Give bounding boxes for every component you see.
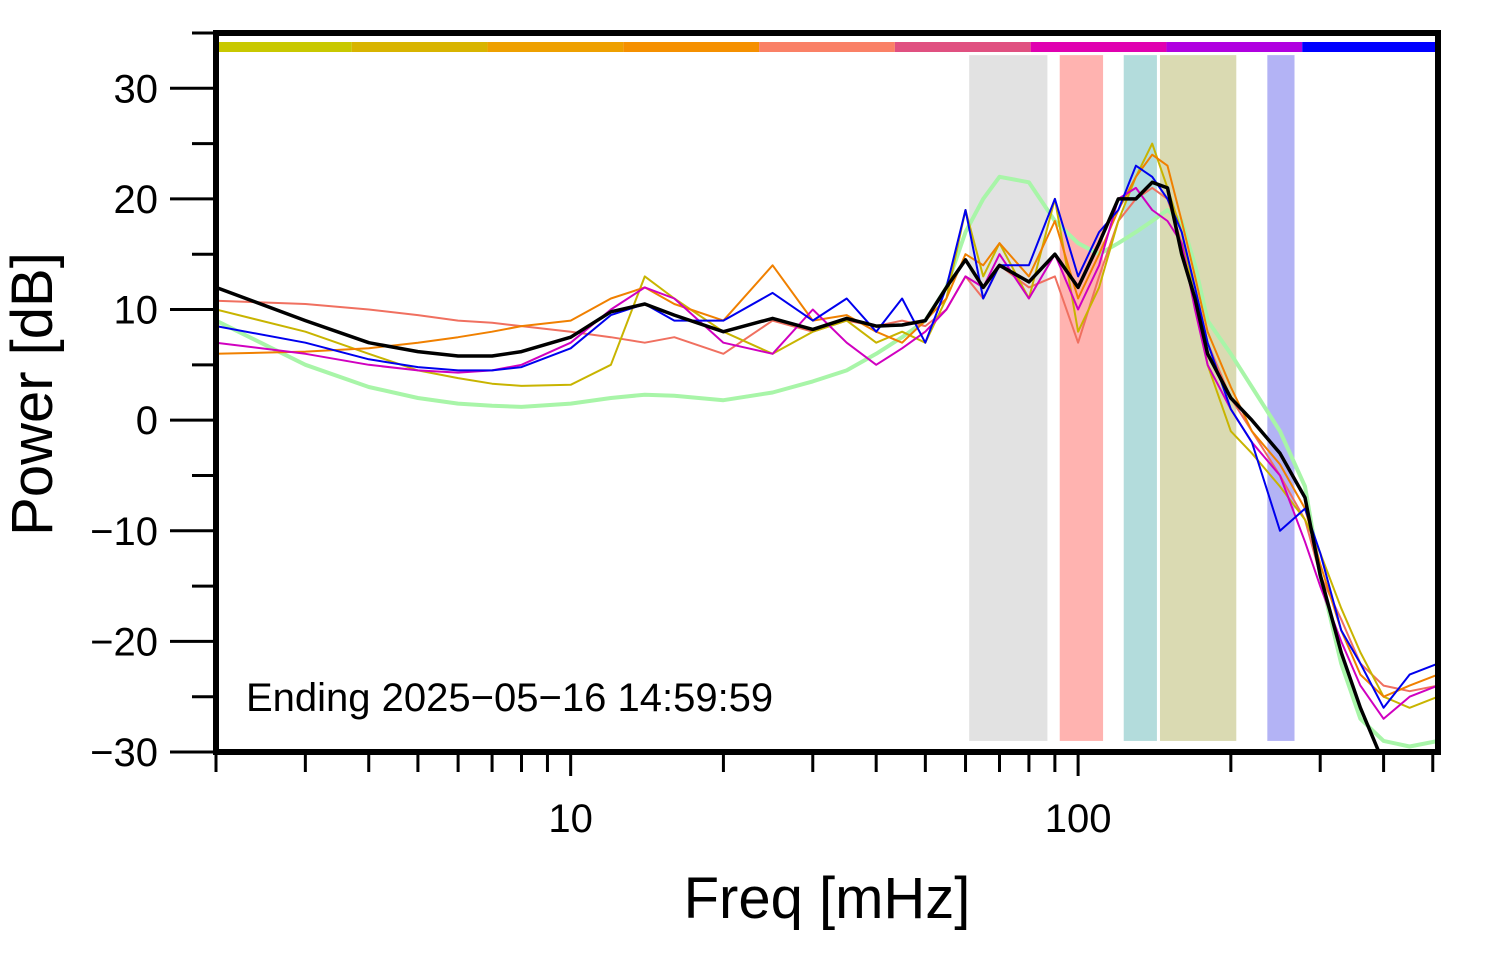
top-bar-segment <box>759 42 895 52</box>
top-bar-segment <box>216 42 352 52</box>
y-tick-label: 10 <box>114 289 159 333</box>
annotation: Ending 2025−05−16 14:59:59 <box>246 676 773 720</box>
top-bar-segment <box>1166 42 1303 52</box>
x-axis-label: Freq [mHz] <box>684 866 971 931</box>
series-line <box>216 186 1438 720</box>
top-bar-segment <box>894 42 1031 52</box>
y-tick-label: −10 <box>90 510 158 554</box>
top-bar-segment <box>623 42 760 52</box>
band <box>1267 55 1295 741</box>
top-bar-segment <box>351 42 488 52</box>
y-axis-label: Power [dB] <box>0 252 65 536</box>
top-bar <box>216 42 1438 52</box>
bands <box>969 55 1295 741</box>
top-bar-segment <box>1302 42 1438 52</box>
plot-frame <box>213 30 1441 755</box>
band <box>1159 55 1237 741</box>
top-bar-segment <box>487 42 624 52</box>
lines <box>216 142 1438 752</box>
axes: −30 −20 −10 0 10 20 30 10 100 <box>90 31 1435 841</box>
band <box>1123 55 1157 741</box>
series-line <box>216 186 1438 693</box>
top-bar-segment <box>1030 42 1167 52</box>
x-tick-label: 10 <box>548 797 593 841</box>
series-line <box>216 180 1381 752</box>
band <box>969 55 1048 741</box>
band <box>1059 55 1104 741</box>
y-tick-label: −30 <box>90 731 158 775</box>
y-tick-label: 0 <box>136 399 158 443</box>
y-tick-label: −20 <box>90 620 158 664</box>
x-tick-label: 100 <box>1045 797 1112 841</box>
y-tick-label: 30 <box>114 67 159 111</box>
series-line <box>216 174 1438 749</box>
series-line <box>216 153 1438 698</box>
y-tick-label: 20 <box>114 178 159 222</box>
